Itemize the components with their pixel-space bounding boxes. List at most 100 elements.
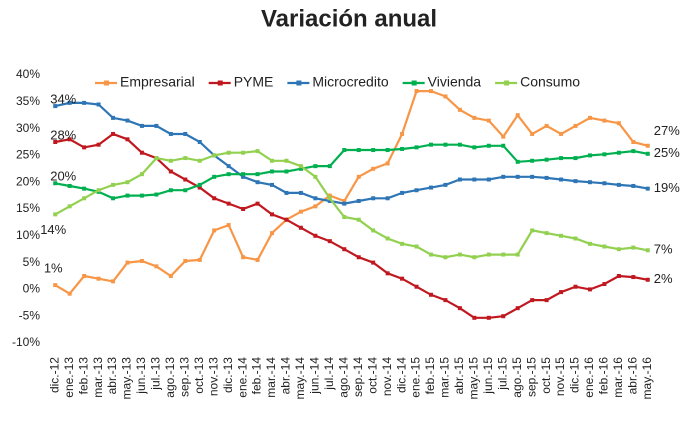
point bbox=[356, 255, 361, 260]
point bbox=[356, 174, 361, 179]
point bbox=[255, 257, 260, 262]
legend-label: Consumo bbox=[520, 74, 580, 90]
x-tick-label: mar.-16 bbox=[611, 357, 625, 398]
point bbox=[587, 241, 592, 246]
point bbox=[559, 233, 564, 238]
point bbox=[400, 241, 405, 246]
point bbox=[67, 183, 72, 188]
x-tick-label: ene.-13 bbox=[62, 357, 76, 398]
point bbox=[197, 140, 202, 144]
point bbox=[443, 94, 448, 99]
point bbox=[313, 164, 318, 169]
point bbox=[631, 140, 636, 144]
point bbox=[559, 156, 564, 161]
x-tick-label: abr.-16 bbox=[625, 357, 639, 395]
point bbox=[428, 292, 433, 297]
x-tick-label: abr.-15 bbox=[452, 357, 466, 395]
x-tick-label: ago.-15 bbox=[510, 357, 524, 398]
point bbox=[168, 169, 173, 174]
point bbox=[616, 182, 621, 187]
x-tick-label: ene.-15 bbox=[409, 357, 423, 398]
point bbox=[385, 236, 390, 241]
point bbox=[298, 190, 303, 195]
point bbox=[298, 166, 303, 171]
point bbox=[342, 198, 347, 203]
y-tick-label: 35% bbox=[16, 94, 40, 108]
point bbox=[226, 172, 231, 177]
value-label: 14% bbox=[40, 222, 66, 237]
legend-label: Empresarial bbox=[120, 74, 195, 90]
x-tick-label: may.-15 bbox=[467, 357, 481, 400]
x-tick-label: oct.-13 bbox=[192, 357, 206, 394]
point bbox=[472, 177, 477, 182]
point bbox=[270, 169, 275, 174]
point bbox=[125, 118, 130, 123]
series-line bbox=[54, 90, 649, 296]
point bbox=[385, 148, 390, 153]
point bbox=[371, 260, 376, 265]
point bbox=[486, 143, 491, 148]
legend-marker bbox=[296, 80, 302, 86]
point bbox=[125, 193, 130, 198]
y-tick-label: 15% bbox=[16, 201, 40, 215]
x-tick-label: abr.-14 bbox=[279, 357, 293, 395]
value-label: 25% bbox=[654, 145, 680, 160]
point bbox=[111, 182, 116, 187]
x-tick-label: sep.-15 bbox=[524, 357, 538, 397]
series-line bbox=[54, 132, 649, 319]
point bbox=[342, 215, 347, 220]
y-tick-label: 10% bbox=[16, 228, 40, 242]
point bbox=[631, 275, 636, 280]
legend-label: Vivienda bbox=[428, 74, 482, 90]
point bbox=[168, 188, 173, 193]
point bbox=[530, 298, 535, 303]
point bbox=[414, 188, 419, 193]
value-label: 1% bbox=[44, 261, 63, 276]
point bbox=[82, 186, 87, 191]
point bbox=[270, 212, 275, 217]
point bbox=[356, 148, 361, 153]
point bbox=[457, 142, 462, 147]
x-tick-label: ago.-13 bbox=[163, 357, 177, 398]
x-tick-label: ago.-14 bbox=[336, 357, 350, 398]
point bbox=[96, 142, 101, 147]
y-tick-label: 40% bbox=[16, 67, 40, 81]
point bbox=[53, 283, 58, 288]
series-line bbox=[54, 101, 648, 205]
point bbox=[602, 244, 607, 249]
series-line bbox=[54, 143, 649, 200]
point bbox=[544, 298, 549, 303]
x-tick-label: ene.-14 bbox=[235, 357, 249, 398]
point bbox=[96, 276, 101, 281]
point bbox=[183, 156, 188, 161]
point bbox=[226, 150, 231, 155]
point bbox=[428, 185, 433, 190]
point bbox=[327, 198, 332, 203]
point bbox=[616, 274, 621, 278]
point bbox=[414, 89, 419, 94]
point bbox=[515, 252, 520, 257]
x-tick-label: mar.-13 bbox=[91, 357, 105, 398]
point bbox=[125, 260, 130, 265]
x-tick-label: oct.-15 bbox=[539, 357, 553, 394]
point bbox=[587, 180, 592, 185]
y-tick-label: 25% bbox=[16, 148, 40, 162]
point bbox=[67, 137, 72, 142]
point bbox=[284, 217, 289, 222]
x-tick-label: jul.-13 bbox=[149, 357, 163, 391]
point bbox=[428, 142, 433, 147]
point bbox=[197, 185, 202, 190]
point bbox=[212, 174, 217, 179]
point bbox=[241, 207, 246, 211]
point bbox=[82, 196, 87, 201]
point bbox=[573, 123, 578, 128]
legend-marker bbox=[217, 80, 223, 86]
point bbox=[111, 279, 116, 284]
point bbox=[327, 196, 332, 201]
point bbox=[472, 255, 477, 260]
point bbox=[356, 217, 361, 222]
x-tick-label: jul.-15 bbox=[495, 357, 509, 391]
point bbox=[486, 252, 491, 257]
point bbox=[154, 156, 159, 161]
x-tick-label: mar.-15 bbox=[438, 357, 452, 398]
